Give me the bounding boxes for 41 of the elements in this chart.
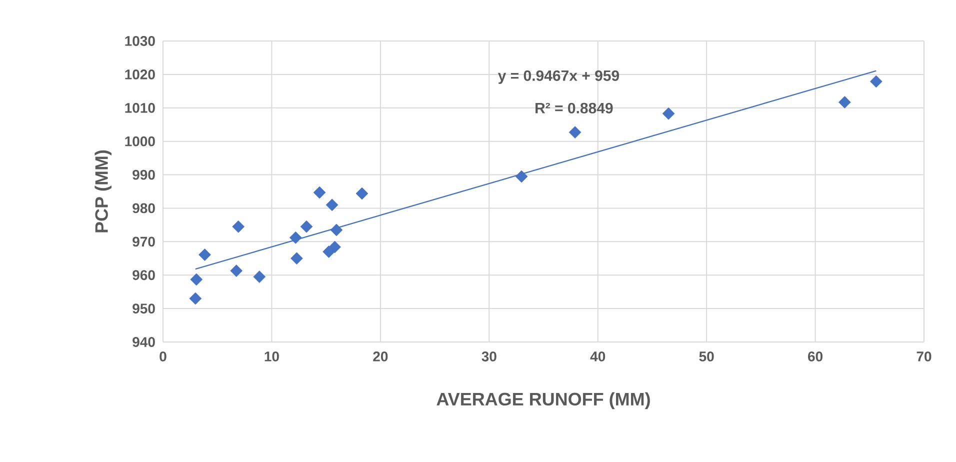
point [328, 240, 341, 254]
x-axis-title: AVERAGE RUNOFF (MM) [436, 392, 650, 410]
point [190, 273, 203, 286]
point [232, 220, 245, 233]
y-tick-label: 980 [132, 203, 155, 214]
x-tick-label: 60 [808, 352, 823, 362]
point [870, 75, 882, 88]
y-tick-label: 1030 [125, 36, 155, 46]
point [515, 170, 528, 183]
point [230, 264, 243, 277]
point [198, 248, 211, 261]
x-tick-label: 70 [916, 352, 932, 362]
annotation: y = 0.9467x + 959 [498, 70, 620, 84]
y-tick-label: 960 [132, 270, 155, 280]
x-tick-label: 0 [160, 352, 166, 362]
x-tick-label: 20 [373, 352, 388, 362]
y-tick-label: 950 [132, 304, 155, 314]
point [568, 126, 582, 139]
point [290, 252, 303, 265]
x-tick-label: 10 [264, 352, 279, 362]
y-tick-label: 940 [132, 337, 155, 347]
x-tick-label: 50 [699, 352, 714, 362]
point [330, 224, 343, 236]
y-tick-label: 990 [132, 170, 155, 180]
annotation: R² = 0.8849 [536, 102, 613, 114]
point [189, 292, 202, 305]
point [356, 187, 368, 200]
y-axis-title: PCP (MM) [94, 150, 112, 232]
y-tick-label: 1020 [125, 69, 155, 80]
point [313, 186, 326, 199]
point [300, 220, 313, 233]
point [662, 107, 675, 120]
x-tick-label: 40 [590, 352, 606, 362]
point [326, 198, 338, 212]
y-tick-label: 970 [132, 236, 155, 247]
point [253, 270, 266, 283]
point [838, 96, 851, 108]
point [289, 231, 302, 244]
y-tick-label: 1000 [125, 136, 155, 146]
x-tick-label: 30 [482, 352, 496, 362]
y-tick-label: 1010 [125, 102, 155, 113]
